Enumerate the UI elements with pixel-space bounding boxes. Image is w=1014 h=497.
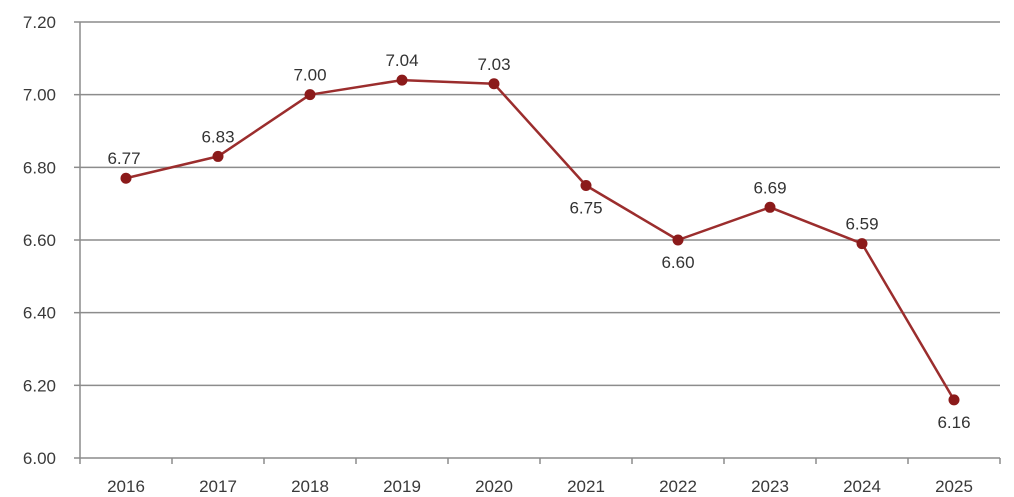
data-labels: 6.77 6.83 7.00 7.04 7.03 6.75 6.60 6.69 6.59 6.16 — [107, 51, 970, 432]
data-point — [764, 201, 776, 213]
series-line — [125, 78, 956, 401]
x-tick-label: 2016 — [107, 477, 145, 496]
x-tick-label: 2023 — [751, 477, 789, 496]
y-tick-label: 7.00 — [23, 86, 56, 105]
y-tick-label: 6.60 — [23, 231, 56, 250]
data-point — [212, 150, 224, 162]
data-point — [580, 180, 592, 191]
data-label: 6.69 — [753, 178, 786, 197]
data-label: 7.00 — [293, 66, 326, 85]
x-tick-label: 2020 — [475, 477, 513, 496]
data-label: 6.75 — [569, 199, 602, 218]
x-tick-label: 2021 — [567, 477, 605, 496]
data-point — [488, 78, 500, 90]
x-tick-label: 2022 — [659, 477, 697, 496]
y-tick-label: 6.20 — [23, 376, 56, 395]
gridlines — [80, 21, 1000, 387]
x-tick-label: 2024 — [843, 477, 881, 496]
data-point — [304, 89, 316, 101]
data-point — [856, 238, 868, 250]
data-label: 6.83 — [201, 127, 234, 146]
data-point — [120, 172, 132, 184]
x-axis-tick-labels: 2016 2017 2018 2019 2020 2021 2022 2023 2024 2025 — [107, 477, 973, 496]
y-tick-label: 6.00 — [23, 449, 56, 468]
data-point — [396, 74, 408, 86]
data-label: 6.59 — [845, 215, 878, 234]
data-label: 7.04 — [385, 51, 418, 70]
x-tick-label: 2019 — [383, 477, 421, 496]
data-label: 6.60 — [661, 253, 694, 272]
y-tick-label: 6.40 — [23, 304, 56, 323]
data-point — [672, 234, 684, 246]
data-point — [948, 394, 960, 406]
series-line-path — [125, 78, 956, 401]
x-tick-label: 2018 — [291, 477, 329, 496]
data-label: 6.77 — [107, 149, 140, 168]
axes — [74, 21, 1001, 464]
series-markers — [120, 74, 960, 406]
x-tick-label: 2025 — [935, 477, 973, 496]
x-tick-label: 2017 — [199, 477, 237, 496]
y-tick-label: 6.80 — [23, 158, 56, 177]
data-label: 6.16 — [937, 413, 970, 432]
y-tick-label: 7.20 — [23, 13, 56, 32]
y-axis-tick-labels: 6.00 6.20 6.40 6.60 6.80 7.00 7.20 — [23, 13, 56, 468]
data-label: 7.03 — [477, 55, 510, 74]
